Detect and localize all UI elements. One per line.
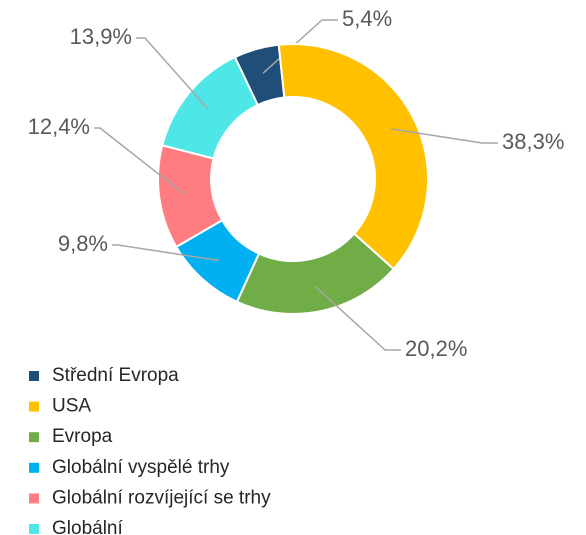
data-label: 38,3% [502, 129, 564, 154]
legend-label: Střední Evropa [52, 365, 179, 386]
legend-swatch [29, 432, 39, 443]
data-label: 13,9% [70, 24, 132, 49]
data-label: 12,4% [28, 114, 90, 139]
leader-line [315, 286, 401, 351]
legend-swatch [29, 371, 39, 381]
legend-label: Globální rozvíjející se trhy [52, 487, 271, 508]
legend-label: USA [52, 396, 91, 417]
leader-line [390, 128, 498, 144]
data-label: 20,2% [405, 336, 467, 361]
data-label: 5,4% [342, 6, 392, 31]
legend-swatch [29, 493, 39, 504]
data-label: 9,8% [58, 231, 108, 256]
donut-segment [161, 55, 260, 160]
leader-line [136, 37, 209, 110]
legend-swatch [29, 401, 39, 412]
legend-label: Evropa [52, 426, 113, 447]
legend-label: Globální vyspělé trhy [52, 457, 230, 478]
legend-swatch [29, 462, 39, 473]
leader-line [112, 244, 220, 262]
donut-segment [277, 43, 429, 271]
leader-line [94, 127, 185, 195]
legend-label: Globální [52, 518, 123, 535]
legend-swatch [29, 524, 39, 534]
